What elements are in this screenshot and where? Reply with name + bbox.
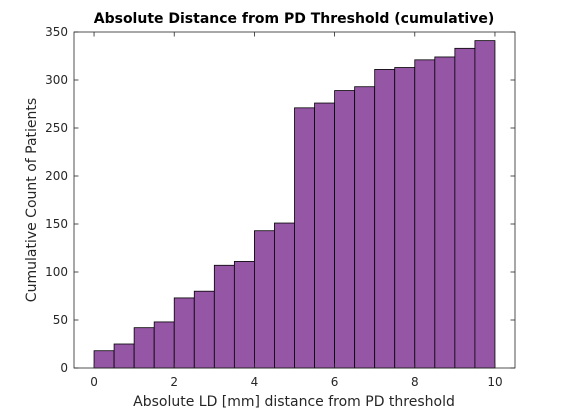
x-tick-label: 4 [251,375,259,389]
y-tick-label: 200 [45,169,68,183]
y-tick-label: 150 [45,217,68,231]
y-tick-label: 300 [45,73,68,87]
chart-title: Absolute Distance from PD Threshold (cum… [94,11,495,27]
histogram-bar [173,297,195,369]
histogram-bar [374,69,396,369]
histogram-bar [113,343,135,369]
histogram-bar [233,261,255,369]
y-tick-label: 50 [53,313,68,327]
histogram-bar [334,90,356,369]
histogram-bar [254,230,275,369]
bars-group [93,40,496,369]
histogram-bar [133,327,155,369]
histogram-bar [294,107,315,369]
histogram-bar [213,264,235,369]
y-tick-label: 350 [45,25,68,39]
x-tick-label: 2 [170,375,178,389]
x-tick-label: 10 [487,375,502,389]
y-axis-label: Cumulative Count of Patients [24,98,40,302]
histogram-bar [314,102,335,369]
y-tick-label: 0 [60,361,68,375]
histogram-bar [274,222,295,369]
x-tick-label: 6 [331,375,339,389]
plot-frame [73,31,516,369]
histogram-bar [454,47,476,369]
histogram-bar [414,59,436,369]
histogram-bar [93,350,115,369]
histogram-bar [394,67,416,369]
histogram-bar [193,290,215,369]
histogram-bar [474,40,496,369]
x-tick-label: 0 [90,375,98,389]
y-tick-label: 100 [45,265,68,279]
histogram-bar [153,321,175,369]
histogram-bar [434,56,456,369]
histogram-bar [354,86,376,369]
y-tick-label: 250 [45,121,68,135]
x-axis-label: Absolute LD [mm] distance from PD thresh… [133,394,455,410]
x-tick-label: 8 [411,375,419,389]
